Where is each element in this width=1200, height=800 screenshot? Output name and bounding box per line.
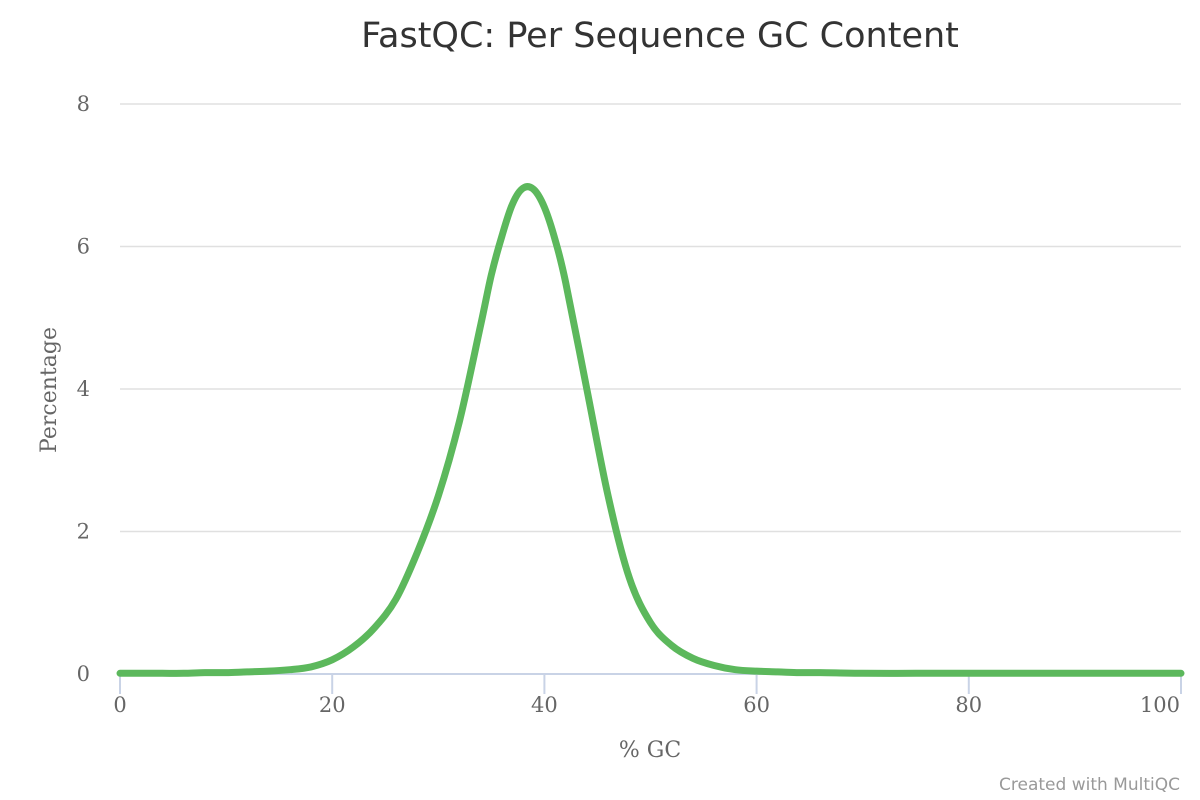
plot-area[interactable] (116, 183, 1185, 677)
y-tick-label: 8 (77, 92, 90, 116)
x-axis-title: % GC (619, 738, 681, 763)
x-tick-label: 40 (531, 693, 558, 717)
x-tick-label: 0 (113, 693, 126, 717)
y-tick-label: 6 (77, 235, 90, 259)
gridlines (120, 103, 1181, 533)
chart-title: FastQC: Per Sequence GC Content (361, 16, 959, 56)
x-tick-label: 100 (1140, 693, 1180, 717)
x-axis-ticks: 0 20 40 60 80 100 (113, 674, 1182, 717)
y-tick-label: 4 (77, 377, 90, 401)
y-tick-label: 2 (77, 520, 90, 544)
credit-link[interactable]: Created with MultiQC (999, 775, 1180, 795)
y-axis: 0 2 4 6 8 (77, 92, 90, 686)
y-tick-label: 0 (77, 662, 90, 686)
x-tick-label: 80 (955, 693, 982, 717)
x-tick-label: 20 (319, 693, 346, 717)
series-line[interactable] (116, 183, 1185, 677)
x-tick-label: 60 (743, 693, 770, 717)
y-axis-title: Percentage (37, 327, 62, 453)
